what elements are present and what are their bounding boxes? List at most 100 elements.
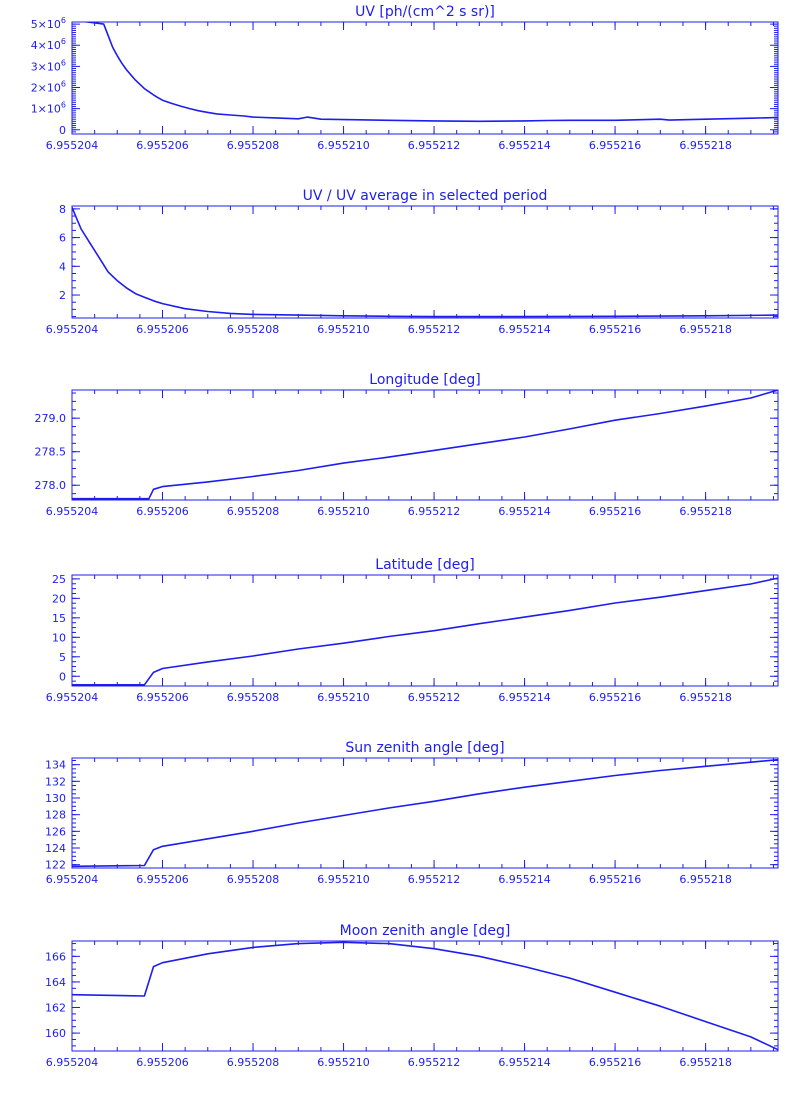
x-tick-label: 6.955210 — [317, 1056, 370, 1069]
x-tick-label: 6.955212 — [408, 323, 461, 336]
x-tick-label: 6.955204 — [46, 323, 99, 336]
x-tick-label: 6.955214 — [498, 323, 551, 336]
x-tick-label: 6.955206 — [136, 505, 189, 518]
x-tick-label: 6.955208 — [227, 139, 280, 152]
plot-frame — [71, 940, 779, 1052]
chart-title: Sun zenith angle [deg] — [345, 740, 504, 756]
chart-title: Longitude [deg] — [369, 372, 480, 388]
y-tick-label: 1×106 — [31, 101, 66, 116]
chart-title: UV / UV average in selected period — [303, 188, 548, 204]
y-tick-label: 279.0 — [35, 412, 67, 425]
chart-title: Latitude [deg] — [375, 557, 474, 573]
x-tick-label: 6.955204 — [46, 873, 99, 886]
x-tick-label: 6.955208 — [227, 691, 280, 704]
y-tick-label: 5 — [59, 651, 66, 664]
chart-panel-5: Sun zenith angle [deg] 6.955204 6.955206 6.… — [45, 740, 779, 886]
y-tick-label: 0 — [59, 124, 66, 137]
chart-panel-1: UV [ph/(cm^2 s sr)] 6.955204 6.955206 6.955… — [31, 4, 779, 152]
x-tick-label: 6.955208 — [227, 505, 280, 518]
x-tick-label: 6.955206 — [136, 873, 189, 886]
y-tick-mantissa: 4×10 — [31, 39, 61, 52]
y-tick-label: 134 — [45, 759, 66, 772]
x-tick-label: 6.955214 — [498, 505, 551, 518]
y-tick-label: 124 — [45, 842, 66, 855]
chart-title: Moon zenith angle [deg] — [340, 923, 511, 939]
y-tick-mantissa: 2×10 — [31, 82, 61, 95]
series-line-1 — [72, 207, 778, 318]
y-tick-label: 0 — [59, 670, 66, 683]
x-tick-label: 6.955210 — [317, 691, 370, 704]
y-tick-label: 160 — [45, 1027, 66, 1040]
x-tick-label: 6.955214 — [498, 1056, 551, 1069]
x-tick-label: 6.955218 — [679, 691, 732, 704]
y-tick-label: 5×106 — [31, 16, 66, 31]
x-tick-label: 6.955214 — [498, 139, 551, 152]
series-line-1 — [72, 577, 778, 686]
x-tick-label: 6.955212 — [408, 1056, 461, 1069]
plot-frame — [71, 21, 779, 135]
chart-panel-4: Latitude [deg] 6.955204 6.955206 6.955208 6.… — [46, 557, 779, 704]
y-tick-label: 162 — [45, 1002, 66, 1015]
x-tick-label: 6.955216 — [589, 691, 642, 704]
x-tick-label: 6.955216 — [589, 323, 642, 336]
x-tick-label: 6.955218 — [679, 139, 732, 152]
y-tick-label: 10 — [52, 631, 66, 644]
x-tick-label: 6.955218 — [679, 505, 732, 518]
plot-frame — [71, 757, 779, 869]
x-tick-label: 6.955214 — [498, 873, 551, 886]
x-tick-label: 6.955204 — [46, 691, 99, 704]
y-tick-mantissa: 5×10 — [31, 18, 61, 31]
plot-frame — [71, 389, 779, 501]
x-tick-label: 6.955206 — [136, 323, 189, 336]
series-line-1 — [72, 390, 778, 500]
x-tick-label: 6.955212 — [408, 139, 461, 152]
x-tick-label: 6.955206 — [136, 691, 189, 704]
x-tick-label: 6.955206 — [136, 139, 189, 152]
y-tick-mantissa: 1×10 — [31, 103, 61, 116]
x-tick-label: 6.955218 — [679, 323, 732, 336]
y-tick-label: 4 — [59, 260, 66, 273]
chart-title: UV [ph/(cm^2 s sr)] — [355, 4, 495, 20]
chart-panel-6: Moon zenith angle [deg] 6.955204 6.955206 6… — [45, 923, 779, 1069]
y-tick-label: 128 — [45, 809, 66, 822]
x-tick-label: 6.955214 — [498, 691, 551, 704]
x-tick-label: 6.955218 — [679, 1056, 732, 1069]
x-tick-label: 6.955216 — [589, 505, 642, 518]
x-tick-label: 6.955204 — [46, 1056, 99, 1069]
y-tick-label: 166 — [45, 950, 66, 963]
y-tick-label: 4×106 — [31, 37, 66, 52]
y-tick-label: 278.0 — [35, 479, 67, 492]
x-tick-label: 6.955212 — [408, 505, 461, 518]
y-tick-mantissa: 0 — [59, 124, 66, 137]
chart-panel-2: UV / UV average in selected period 6.9552… — [46, 188, 779, 336]
plot-frame — [71, 205, 779, 319]
y-tick-exponent: 6 — [61, 80, 66, 89]
x-tick-label: 6.955216 — [589, 139, 642, 152]
x-tick-label: 6.955208 — [227, 873, 280, 886]
chart-panel-3: Longitude [deg] 6.955204 6.955206 6.955208 6… — [35, 372, 779, 518]
x-tick-label: 6.955210 — [317, 873, 370, 886]
y-tick-label: 164 — [45, 976, 66, 989]
plot-frame — [71, 574, 779, 687]
y-tick-label: 2×106 — [31, 80, 66, 95]
y-tick-label: 15 — [52, 612, 66, 625]
x-tick-label: 6.955216 — [589, 1056, 642, 1069]
y-tick-label: 2 — [59, 289, 66, 302]
y-tick-label: 132 — [45, 775, 66, 788]
y-tick-label: 8 — [59, 203, 66, 216]
y-tick-label: 20 — [52, 592, 66, 605]
x-tick-label: 6.955216 — [589, 873, 642, 886]
y-tick-label: 6 — [59, 232, 66, 245]
x-tick-label: 6.955212 — [408, 873, 461, 886]
y-tick-label: 278.5 — [35, 446, 67, 459]
y-tick-label: 3×106 — [31, 58, 66, 73]
x-tick-label: 6.955210 — [317, 505, 370, 518]
x-tick-label: 6.955208 — [227, 323, 280, 336]
y-tick-label: 126 — [45, 825, 66, 838]
y-tick-exponent: 6 — [61, 101, 66, 110]
x-tick-label: 6.955212 — [408, 691, 461, 704]
x-tick-label: 6.955206 — [136, 1056, 189, 1069]
y-tick-exponent: 6 — [61, 58, 66, 67]
x-tick-label: 6.955208 — [227, 1056, 280, 1069]
